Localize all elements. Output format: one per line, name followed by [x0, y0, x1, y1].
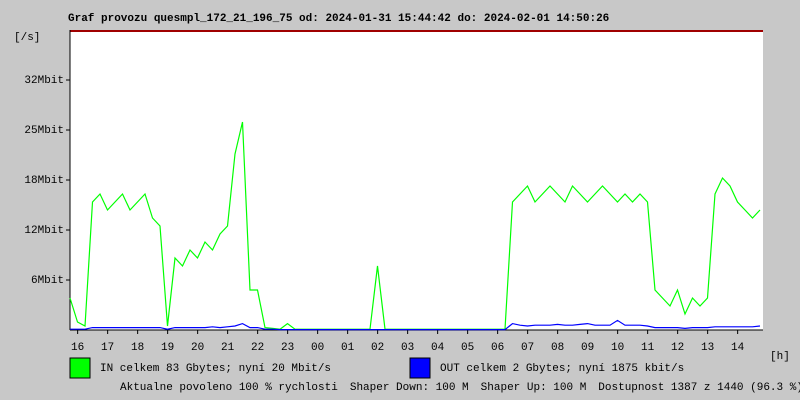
x-tick-label: 21: [221, 342, 235, 354]
x-tick-label: 17: [101, 342, 114, 354]
x-tick-label: 22: [251, 342, 264, 354]
x-tick-label: 03: [401, 342, 414, 354]
x-tick-label: 05: [461, 342, 474, 354]
x-tick-label: 16: [71, 342, 84, 354]
x-tick-label: 09: [581, 342, 594, 354]
x-tick-label: 06: [491, 342, 504, 354]
legend-label: OUT celkem 2 Gbytes; nyní 1875 kbit/s: [440, 363, 684, 375]
footer-note: Dostupnost 1387 z 1440 (96.3 %): [598, 382, 800, 394]
x-tick-label: 02: [371, 342, 384, 354]
y-tick-label: 25Mbit: [24, 125, 64, 137]
footer-note: Shaper Up: 100 M: [481, 382, 587, 394]
y-tick-label: 12Mbit: [24, 225, 64, 237]
series-line: [70, 319, 761, 331]
x-tick-label: 20: [191, 342, 204, 354]
y-tick-label: 18Mbit: [24, 175, 64, 187]
x-tick-label: 18: [131, 342, 144, 354]
x-tick-label: 08: [551, 342, 564, 354]
y-tick-label: 6Mbit: [31, 275, 64, 287]
x-axis-label: [h]: [770, 351, 790, 363]
x-tick-label: 23: [281, 342, 294, 354]
x-tick-label: 01: [341, 342, 355, 354]
x-tick-label: 04: [431, 342, 445, 354]
x-tick-label: 11: [641, 342, 655, 354]
legend-swatch: [69, 357, 91, 379]
legend-swatch: [409, 357, 431, 379]
x-tick-label: 13: [701, 342, 714, 354]
x-tick-label: 19: [161, 342, 174, 354]
chart-title: Graf provozu quesmpl_172_21_196_75 od: 2…: [68, 13, 609, 25]
legend-label: IN celkem 83 Gbytes; nyní 20 Mbit/s: [100, 363, 331, 375]
x-tick-label: 12: [671, 342, 684, 354]
x-tick-label: 00: [311, 342, 324, 354]
x-tick-label: 10: [611, 342, 624, 354]
footer-note: Aktualne povoleno 100 % rychlosti: [120, 382, 338, 394]
y-axis-label: [/s]: [14, 32, 40, 44]
plot-area: [70, 30, 763, 330]
x-tick-label: 14: [731, 342, 745, 354]
y-tick-label: 32Mbit: [24, 75, 64, 87]
footer-note: Shaper Down: 100 M: [350, 382, 469, 394]
x-tick-label: 07: [521, 342, 534, 354]
